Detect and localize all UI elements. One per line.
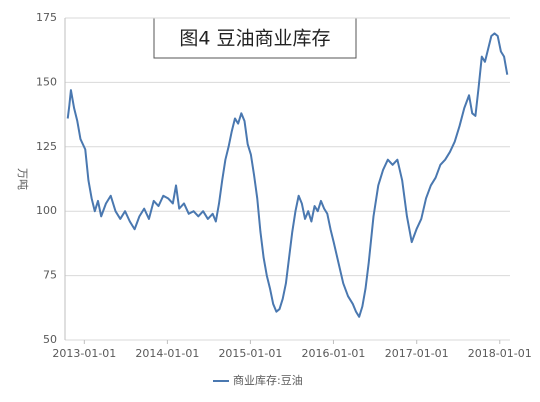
y-tick-label: 125 bbox=[36, 140, 57, 153]
y-tick-label: 100 bbox=[36, 204, 57, 217]
y-tick-label: 50 bbox=[43, 333, 57, 346]
legend-label: 商业库存:豆油 bbox=[233, 373, 303, 387]
x-tick-label: 2015-01-01 bbox=[218, 347, 282, 360]
y-tick-label: 150 bbox=[36, 75, 57, 88]
x-tick-label: 2014-01-01 bbox=[135, 347, 199, 360]
x-tick-label: 2018-01-01 bbox=[468, 347, 532, 360]
x-tick-label: 2016-01-01 bbox=[301, 347, 365, 360]
y-tick-label: 175 bbox=[36, 11, 57, 24]
data-line bbox=[66, 32, 509, 318]
chart-title: 图4 豆油商业库存 bbox=[179, 28, 330, 50]
x-tick-label: 2017-01-01 bbox=[385, 347, 449, 360]
y-axis-label: 万吨 bbox=[16, 168, 29, 190]
title-box bbox=[153, 17, 357, 59]
y-tick-label: 75 bbox=[43, 269, 57, 282]
x-tick-label: 2013-01-01 bbox=[52, 347, 116, 360]
